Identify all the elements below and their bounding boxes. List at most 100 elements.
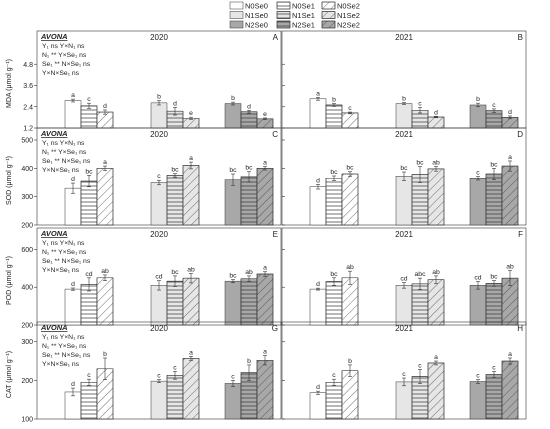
y-tick-label: 300: [21, 194, 33, 201]
bar: [309, 392, 327, 420]
y-tick-label: 2.4: [23, 104, 33, 111]
significance-letter: d: [508, 109, 512, 116]
bar-pattern: [485, 173, 503, 226]
y-tick-label: 400: [21, 285, 33, 292]
bar-pattern: [325, 178, 343, 226]
legend-label: N1Se2: [337, 11, 360, 20]
y-tick-label: 1.2: [23, 126, 33, 133]
bar-pattern: [501, 360, 519, 420]
bar-pattern: [427, 168, 445, 226]
bar-pattern: [166, 280, 184, 326]
bar-pattern: [341, 370, 359, 420]
significance-letter: bc: [416, 160, 424, 167]
bar-pattern: [325, 281, 343, 326]
significance-letter: d: [316, 177, 320, 184]
y-tick-label: 400: [21, 166, 33, 173]
panel-title: 2021: [395, 33, 413, 42]
bar-pattern: [427, 116, 445, 129]
bar: [64, 100, 82, 129]
bar: [309, 288, 327, 326]
y-axis-label: POD (μmol g⁻¹): [6, 256, 13, 305]
bar: [395, 285, 413, 326]
legend-swatch-pattern: [321, 11, 336, 19]
significance-letter: b: [476, 96, 480, 103]
stats-line: Y×N×Se₁ ns: [42, 70, 80, 77]
avona-title: AVONA: [40, 129, 68, 138]
significance-letter: abc: [415, 271, 427, 278]
significance-letter: a: [263, 265, 267, 272]
bar-pattern: [341, 277, 359, 326]
bar-pattern: [80, 105, 98, 129]
stats-line: N₁ ** Y×Se₁ ns: [42, 249, 87, 256]
bar-pattern: [485, 374, 503, 420]
significance-letter: ab: [101, 268, 109, 275]
bar: [309, 186, 327, 226]
significance-letter: b: [402, 96, 406, 103]
significance-letter: d: [71, 381, 75, 388]
panel-C: 2020 C 200 300 400 500 SOD (μmol g⁻¹) AVONA Y₁ n…: [6, 127, 282, 230]
bar: [395, 103, 413, 129]
bar-pattern: [240, 111, 258, 129]
bar: [395, 381, 413, 420]
significance-letter: a: [263, 160, 267, 167]
significance-letter: bc: [400, 165, 408, 172]
significance-letter: b: [103, 351, 107, 358]
stats-line: Se₁ ** N×Se₁ ns: [42, 158, 91, 165]
panel-H: 2021 Hd c b c c a c c a: [281, 321, 527, 420]
legend-label: N0Se2: [337, 1, 360, 10]
significance-letter: c: [231, 373, 235, 380]
legend-swatch: [229, 1, 244, 10]
panel-letter: H: [517, 324, 523, 333]
bar-pattern: [485, 110, 503, 129]
avona-title: AVONA: [40, 229, 68, 238]
stats-line: Y×N×Se₁ ns: [42, 167, 80, 174]
legend-label: N0Se1: [292, 1, 315, 10]
significance-letter: bc: [245, 165, 253, 172]
significance-letter: ab: [245, 269, 253, 276]
bar-pattern: [240, 176, 258, 226]
panel-D: 2021 Dd bc bc bc bc ab c bc a: [281, 127, 527, 226]
significance-letter: a: [103, 159, 107, 166]
panel-title: 2020: [150, 130, 168, 139]
significance-letter: c: [476, 373, 480, 380]
significance-letter: bc: [346, 165, 354, 172]
significance-letter: c: [87, 96, 91, 103]
y-tick-label: 300: [21, 339, 33, 346]
significance-letter: d: [316, 281, 320, 288]
significance-letter: d: [71, 176, 75, 183]
y-tick-label: 200: [21, 323, 33, 330]
bar: [224, 383, 242, 420]
significance-letter: c: [157, 373, 161, 380]
bar: [150, 182, 168, 226]
panel-title: 2020: [150, 33, 168, 42]
panel-letter: D: [517, 130, 523, 139]
significance-letter: c: [348, 105, 352, 112]
panel-title: 2021: [395, 324, 413, 333]
stats-line: Se₁ ** N×Se₁ ns: [42, 61, 91, 68]
legend-label: N0Se0: [245, 1, 268, 10]
significance-letter: ab: [432, 269, 440, 276]
significance-letter: bc: [229, 167, 237, 174]
y-tick-label: 4.8: [23, 62, 33, 69]
stats-line: Y₁ ns Y×N₁ ns: [42, 43, 85, 50]
legend-label: N2Se2: [337, 20, 360, 29]
stats-line: Y₁ ns Y×N₁ ns: [42, 334, 85, 341]
stats-line: N₁ ** Y×Se₁ ns: [42, 149, 87, 156]
significance-letter: bc: [330, 169, 338, 176]
legend-swatch-pattern: [276, 1, 291, 10]
legend-label: N2Se1: [292, 20, 315, 29]
significance-letter: ab: [187, 266, 195, 273]
panel-letter: E: [273, 230, 278, 239]
avona-title: AVONA: [40, 32, 68, 41]
significance-letter: bc: [229, 273, 237, 280]
stats-line: Se₁ ** N×Se₁ ns: [42, 352, 91, 359]
significance-letter: a: [189, 155, 193, 162]
y-axis-label: CAT (μmol g⁻¹): [6, 351, 13, 398]
bar-pattern: [411, 283, 429, 326]
significance-letter: d: [71, 281, 75, 288]
bar-pattern: [256, 118, 274, 129]
legend-swatch: [229, 20, 244, 29]
y-tick-label: 500: [21, 138, 33, 145]
